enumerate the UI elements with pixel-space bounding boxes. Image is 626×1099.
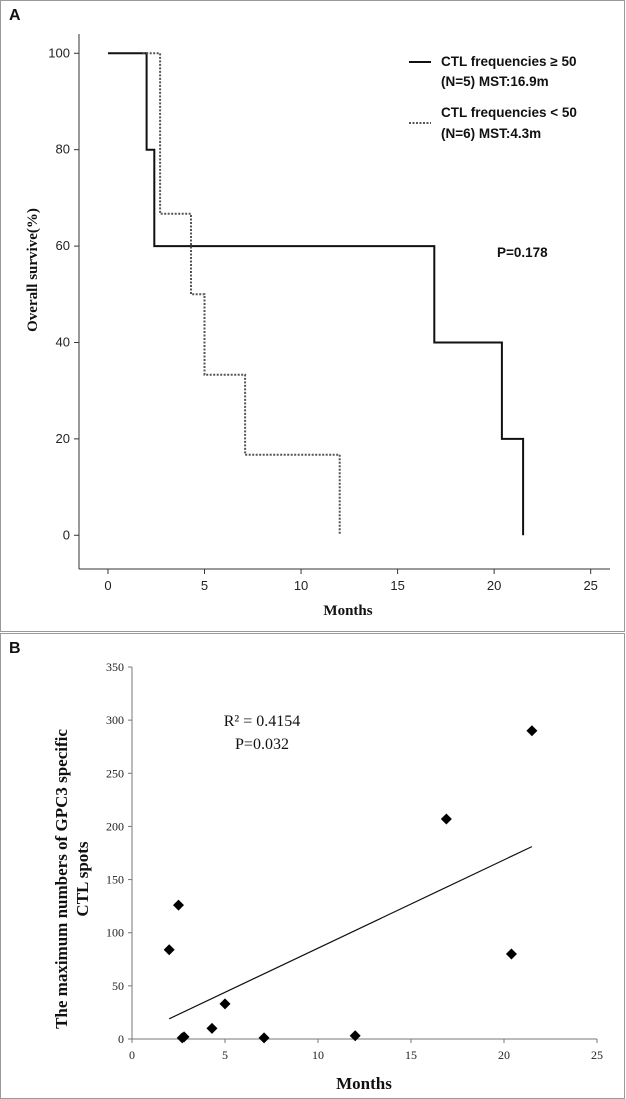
x-tick-label: 0 — [129, 1048, 135, 1062]
trend-line — [168, 846, 533, 1020]
y-tick-label: 200 — [106, 819, 124, 833]
x-tick-label: 15 — [390, 578, 404, 593]
x-tick-label: 10 — [294, 578, 308, 593]
y-axis-title-line2: CTL spots — [73, 841, 92, 916]
data-point — [349, 1030, 361, 1042]
data-point — [173, 899, 184, 911]
y-tick-label: 150 — [106, 873, 124, 887]
y-axis-title-line1: The maximum numbers of GPC3 specific — [52, 729, 71, 1029]
panel-a-label: A — [9, 7, 21, 24]
y-tick-label: 50 — [112, 979, 124, 993]
panel-a: A Months Overall survive(%) CTL frequenc… — [0, 0, 625, 632]
data-point — [440, 813, 452, 825]
x-axis-title: Months — [336, 1074, 392, 1093]
r-squared-annotation: R² = 0.4154 — [224, 713, 301, 730]
legend-label-high: CTL frequencies ≥ 50 — [441, 54, 576, 69]
survival-line-high — [108, 52, 525, 536]
y-tick-label: 80 — [56, 142, 70, 157]
x-tick-label: 25 — [591, 1048, 603, 1062]
x-tick-label: 5 — [201, 578, 208, 593]
y-tick-label: 60 — [56, 238, 70, 253]
x-tick-label: 0 — [104, 578, 111, 593]
y-axis-title: Overall survive(%) — [25, 208, 41, 332]
panel-b-label: B — [9, 640, 21, 657]
data-point — [258, 1032, 270, 1044]
scatter-chart: Months The maximum numbers of GPC3 speci… — [52, 660, 603, 1093]
x-tick-label: 5 — [222, 1048, 228, 1062]
y-tick-label: 300 — [106, 713, 124, 727]
x-axis-title: Months — [323, 603, 372, 619]
x-tick-label: 10 — [312, 1048, 324, 1062]
y-tick-label: 100 — [48, 45, 70, 60]
legend-detail-low: (N=6) MST:4.3m — [441, 126, 541, 141]
x-tick-label: 20 — [487, 578, 501, 593]
y-tick-label: 0 — [118, 1032, 124, 1046]
y-tick-label: 350 — [106, 660, 124, 674]
data-point — [206, 1022, 218, 1034]
data-point — [505, 948, 517, 960]
data-point — [526, 725, 538, 737]
legend-detail-high: (N=5) MST:16.9m — [441, 74, 549, 89]
y-tick-label: 0 — [63, 527, 70, 542]
legend-label-low: CTL frequencies < 50 — [441, 105, 577, 120]
panel-b: B Months The maximum numbers of GPC3 spe… — [0, 633, 625, 1099]
data-point — [219, 998, 231, 1010]
data-point — [178, 1031, 190, 1043]
y-tick-label: 100 — [106, 926, 124, 940]
y-tick-label: 20 — [56, 431, 70, 446]
x-tick-label: 25 — [583, 578, 597, 593]
data-point — [163, 944, 175, 956]
x-tick-label: 15 — [405, 1048, 417, 1062]
survival-line-low — [142, 52, 341, 536]
y-tick-label: 250 — [106, 766, 124, 780]
p-value-annotation: P=0.178 — [497, 245, 548, 260]
y-tick-label: 40 — [56, 334, 70, 349]
survival-chart: Months Overall survive(%) CTL frequencie… — [25, 34, 610, 619]
p-value-annotation: P=0.032 — [235, 736, 289, 753]
x-tick-label: 20 — [498, 1048, 510, 1062]
